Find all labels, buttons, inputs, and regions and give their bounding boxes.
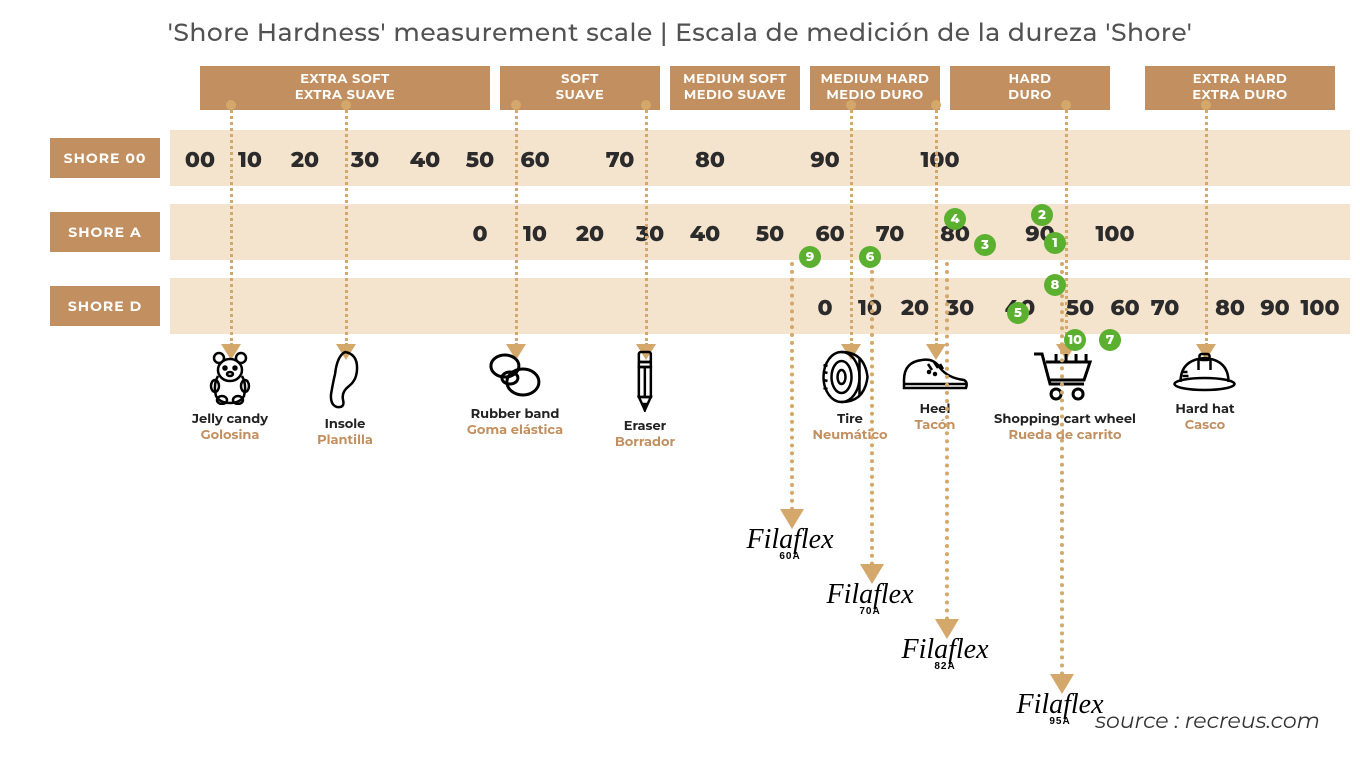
reference-marker: 7 bbox=[1099, 329, 1121, 351]
filaflex-layer: Filaflex60A Filaflex70A Filaflex82A Filafle… bbox=[0, 0, 1360, 764]
filaflex-label: Filaflex82A bbox=[901, 637, 988, 671]
source-credit: source : recreus.com bbox=[1095, 707, 1320, 734]
reference-marker: 1 bbox=[1044, 232, 1066, 254]
filaflex-arrow bbox=[945, 262, 949, 621]
filaflex-label: Filaflex70A bbox=[826, 582, 913, 616]
filaflex-arrow bbox=[790, 262, 794, 511]
filaflex-arrow bbox=[1060, 262, 1064, 676]
filaflex-label: Filaflex95A bbox=[1016, 692, 1103, 726]
reference-marker: 5 bbox=[1007, 302, 1029, 324]
reference-marker: 8 bbox=[1044, 274, 1066, 296]
filaflex-arrow bbox=[870, 262, 874, 566]
reference-marker: 9 bbox=[799, 246, 821, 268]
reference-marker: 6 bbox=[859, 246, 881, 268]
reference-marker: 10 bbox=[1064, 329, 1086, 351]
reference-marker: 4 bbox=[944, 208, 966, 230]
reference-marker: 2 bbox=[1031, 204, 1053, 226]
filaflex-label: Filaflex60A bbox=[746, 527, 833, 561]
reference-marker: 3 bbox=[974, 234, 996, 256]
